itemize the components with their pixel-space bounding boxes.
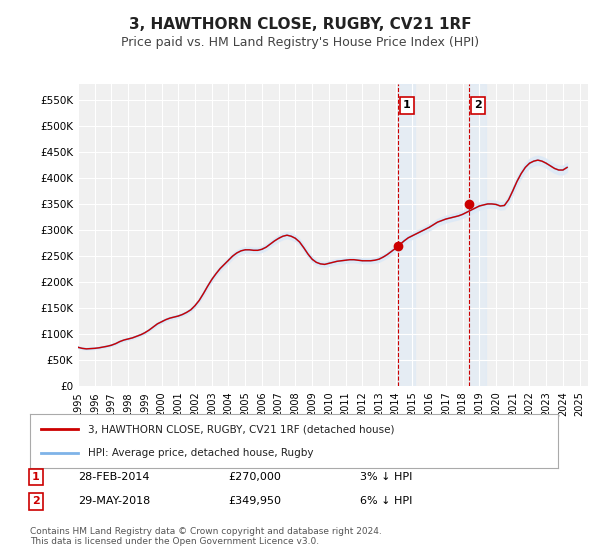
Bar bbox=[398, 84, 415, 386]
Text: 29-MAY-2018: 29-MAY-2018 bbox=[78, 496, 150, 506]
Text: 2: 2 bbox=[32, 496, 40, 506]
Text: 3% ↓ HPI: 3% ↓ HPI bbox=[360, 472, 412, 482]
Text: £349,950: £349,950 bbox=[228, 496, 281, 506]
Text: 1: 1 bbox=[403, 100, 410, 110]
Text: HPI: Average price, detached house, Rugby: HPI: Average price, detached house, Rugb… bbox=[88, 447, 314, 458]
Text: 28-FEB-2014: 28-FEB-2014 bbox=[78, 472, 149, 482]
Text: 6% ↓ HPI: 6% ↓ HPI bbox=[360, 496, 412, 506]
Text: Price paid vs. HM Land Registry's House Price Index (HPI): Price paid vs. HM Land Registry's House … bbox=[121, 36, 479, 49]
Text: 3, HAWTHORN CLOSE, RUGBY, CV21 1RF: 3, HAWTHORN CLOSE, RUGBY, CV21 1RF bbox=[128, 17, 472, 32]
Text: 2: 2 bbox=[474, 100, 482, 110]
Bar bbox=[469, 84, 486, 386]
Text: 1: 1 bbox=[32, 472, 40, 482]
Text: Contains HM Land Registry data © Crown copyright and database right 2024.
This d: Contains HM Land Registry data © Crown c… bbox=[30, 526, 382, 546]
Text: £270,000: £270,000 bbox=[228, 472, 281, 482]
Text: 3, HAWTHORN CLOSE, RUGBY, CV21 1RF (detached house): 3, HAWTHORN CLOSE, RUGBY, CV21 1RF (deta… bbox=[88, 424, 395, 435]
